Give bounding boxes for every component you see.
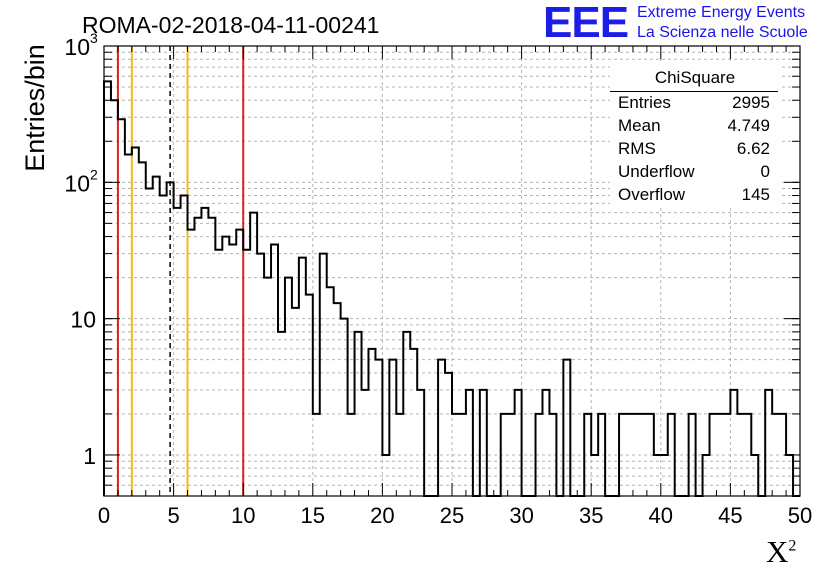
histogram-bin xyxy=(362,390,369,496)
stats-key: Underflow xyxy=(618,162,695,181)
histogram-bin xyxy=(320,254,327,496)
histogram-bin xyxy=(438,360,445,496)
x-tick-label: 0 xyxy=(98,503,110,528)
histogram-bin xyxy=(153,177,160,496)
x-tick-label: 20 xyxy=(370,503,394,528)
histogram-bin xyxy=(160,196,167,496)
histogram-bin xyxy=(194,218,201,496)
histogram-bin xyxy=(146,189,153,496)
histogram-bin xyxy=(201,208,208,496)
histogram-bin xyxy=(236,230,243,496)
histogram-bin xyxy=(208,218,215,496)
histogram-bin xyxy=(257,254,264,496)
stats-value: 0 xyxy=(760,162,770,181)
histogram-bin xyxy=(765,390,772,496)
y-tick-label-exponent: 2 xyxy=(90,166,98,182)
histogram-bin xyxy=(480,390,487,496)
x-tick-label: 5 xyxy=(167,503,179,528)
x-axis-label-base: X xyxy=(766,534,789,569)
histogram-bin xyxy=(188,230,195,496)
x-tick-label: 40 xyxy=(649,503,673,528)
x-tick-label: 15 xyxy=(301,503,325,528)
histogram-bin xyxy=(118,119,125,496)
histogram-bin xyxy=(104,81,111,496)
histogram-bin xyxy=(341,319,348,496)
histogram-bin xyxy=(181,196,188,496)
histogram-bin xyxy=(264,278,271,496)
stats-value: 2995 xyxy=(732,93,770,112)
histogram-bin xyxy=(299,258,306,496)
x-axis-label-exponent: 2 xyxy=(788,537,797,555)
stats-value: 6.62 xyxy=(736,139,770,158)
histogram-bin xyxy=(174,208,181,496)
stats-title: ChiSquare xyxy=(654,68,736,87)
histogram-bin xyxy=(410,349,417,496)
stats-row-rms: RMS 6.62 xyxy=(618,139,770,161)
histogram-bin xyxy=(285,278,292,496)
histogram-bin xyxy=(132,148,139,496)
y-tick-label: 10 xyxy=(70,307,96,333)
stats-box: ChiSquare Entries 2995 Mean 4.749 RMS 6.62 … xyxy=(610,64,780,208)
x-tick-label: 25 xyxy=(440,503,464,528)
y-tick-label-exponent: 3 xyxy=(90,30,98,46)
y-tick-label: 1 xyxy=(83,443,96,469)
x-tick-label: 45 xyxy=(718,503,742,528)
stats-divider xyxy=(610,91,778,92)
stats-row-overflow: Overflow 145 xyxy=(618,185,770,207)
histogram-bin xyxy=(375,360,382,496)
y-tick-label: 10 xyxy=(64,170,90,196)
x-tick-label: 35 xyxy=(579,503,603,528)
histogram-series xyxy=(103,80,800,497)
eee-logo-mark: EEE xyxy=(543,0,629,47)
chart-title: ROMA-02-2018-04-11-00241 xyxy=(82,12,380,38)
y-tick-label: 10 xyxy=(64,34,90,60)
histogram-bin xyxy=(229,244,236,496)
histogram-bin xyxy=(542,390,549,496)
histogram-bin xyxy=(389,360,396,496)
logo-tagline-2: La Scienza nelle Scuole xyxy=(637,24,808,41)
reference-lines xyxy=(116,46,245,496)
stats-key: RMS xyxy=(618,139,656,158)
x-tick-label: 30 xyxy=(509,503,533,528)
y-axis-label: Entries/bin xyxy=(20,44,50,172)
logo-tagline-1: Extreme Energy Events xyxy=(637,4,806,21)
histogram-bin xyxy=(730,390,737,496)
x-tick-label: 10 xyxy=(231,503,255,528)
histogram-bin xyxy=(222,237,229,496)
histogram-bin xyxy=(445,373,452,496)
histogram-bin xyxy=(417,390,424,496)
histogram-bin xyxy=(515,390,522,496)
histogram-bin xyxy=(250,213,257,496)
histogram-bin xyxy=(368,349,375,496)
stats-value: 145 xyxy=(741,185,770,204)
stats-row-mean: Mean 4.749 xyxy=(618,116,770,138)
histogram-bin xyxy=(111,100,118,496)
histogram-bin xyxy=(466,390,473,496)
x-axis-label: X2 xyxy=(766,534,796,570)
stats-key: Mean xyxy=(618,116,661,135)
x-tick-label: 50 xyxy=(788,503,812,528)
stats-row-entries: Entries 2995 xyxy=(618,93,770,115)
stats-value: 4.749 xyxy=(727,116,770,135)
histogram-outline xyxy=(103,80,800,497)
stats-key: Overflow xyxy=(618,185,686,204)
stats-row-underflow: Underflow 0 xyxy=(618,162,770,184)
stats-key: Entries xyxy=(618,93,671,112)
histogram-bin xyxy=(563,360,570,496)
histogram-bin xyxy=(271,244,278,496)
